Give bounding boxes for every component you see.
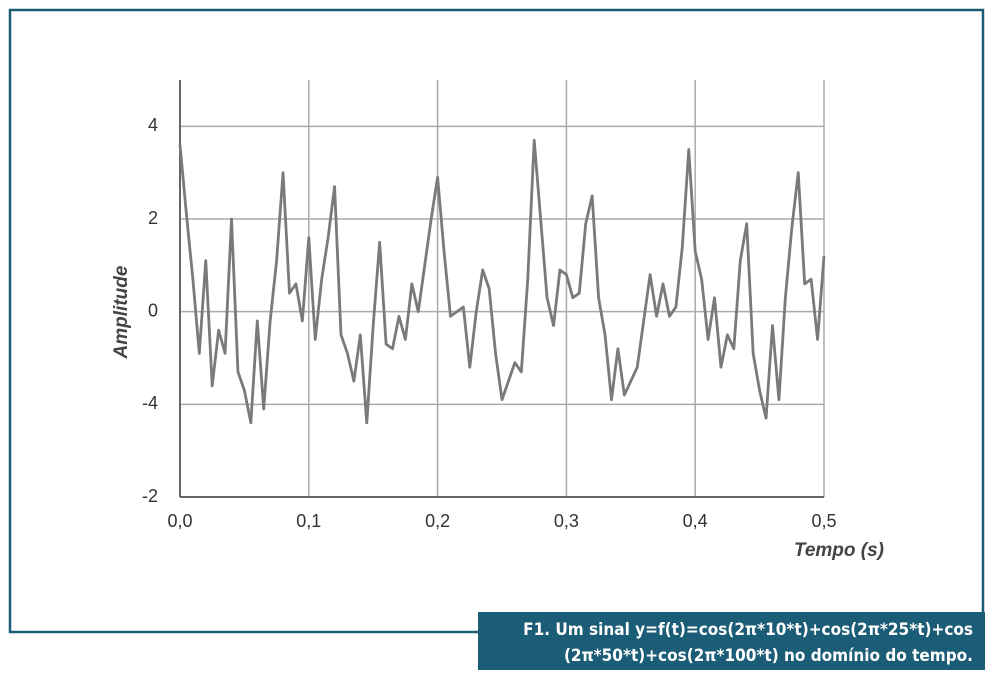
caption-line: F1. Um sinal y=f(t)=cos(2π*10*t)+cos(2π*…: [523, 620, 973, 640]
x-tick-label: 0,4: [683, 511, 708, 531]
caption-line: (2π*50*t)+cos(2π*100*t) no domínio do te…: [564, 646, 973, 666]
x-tick-label: 0,2: [425, 511, 450, 531]
series-line: [178, 138, 826, 425]
x-axis-label: Tempo (s): [794, 540, 884, 561]
x-tick-label: 0,1: [296, 511, 321, 531]
x-tick-label: 0,5: [811, 511, 836, 531]
caption-box: [478, 612, 985, 670]
y-tick-label: 0: [148, 300, 158, 320]
y-tick-label: -4: [142, 393, 158, 413]
y-tick-label: 2: [148, 208, 158, 228]
frame: [8, 8, 985, 634]
x-tick-label: 0,0: [167, 511, 192, 531]
y-tick-label: -2: [142, 486, 158, 506]
y-axis-label: Amplitude: [111, 265, 132, 359]
x-tick-label: 0,3: [554, 511, 579, 531]
y-tick-label: 4: [148, 115, 158, 135]
